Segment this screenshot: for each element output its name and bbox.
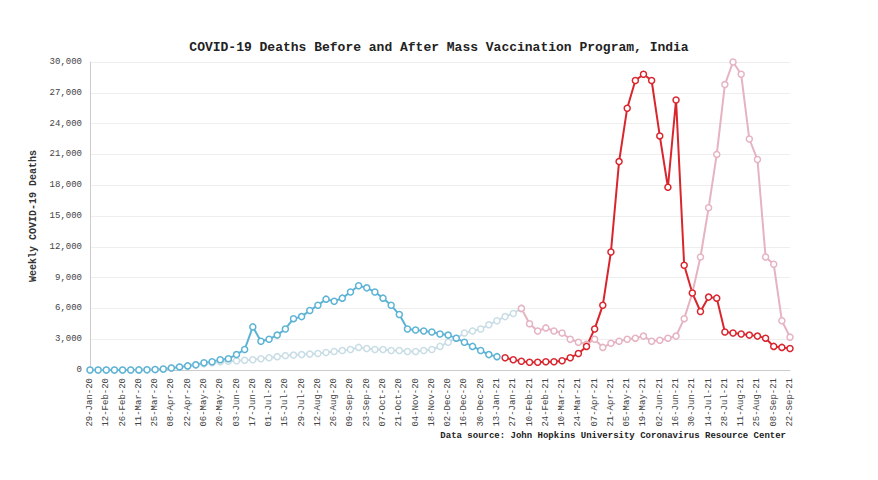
svg-text:23-Sep-20: 23-Sep-20 xyxy=(362,378,372,427)
svg-text:27,000: 27,000 xyxy=(50,88,82,98)
svg-text:24,000: 24,000 xyxy=(50,119,82,129)
svg-text:08-Apr-20: 08-Apr-20 xyxy=(166,378,176,427)
svg-text:02-Dec-20: 02-Dec-20 xyxy=(443,378,453,427)
svg-text:25-Mar-20: 25-Mar-20 xyxy=(150,378,160,427)
svg-text:Weekly COVID-19 Deaths: Weekly COVID-19 Deaths xyxy=(28,150,39,282)
svg-text:01-Jul-20: 01-Jul-20 xyxy=(264,378,274,427)
svg-text:19-May-21: 19-May-21 xyxy=(638,378,648,427)
svg-text:9,000: 9,000 xyxy=(55,273,82,283)
svg-text:17-Jun-20: 17-Jun-20 xyxy=(248,378,258,427)
svg-text:29-Jul-20: 29-Jul-20 xyxy=(297,378,307,427)
svg-text:10-Mar-21: 10-Mar-21 xyxy=(557,378,567,427)
svg-text:12,000: 12,000 xyxy=(50,242,82,252)
svg-text:21-Apr-21: 21-Apr-21 xyxy=(606,378,616,427)
svg-text:07-Oct-20: 07-Oct-20 xyxy=(378,378,388,427)
svg-text:30-Jun-21: 30-Jun-21 xyxy=(687,378,697,427)
svg-text:29-Jan-20: 29-Jan-20 xyxy=(85,378,95,427)
svg-text:16-Dec-20: 16-Dec-20 xyxy=(459,378,469,427)
svg-text:30-Dec-20: 30-Dec-20 xyxy=(476,378,486,427)
svg-text:06-May-20: 06-May-20 xyxy=(199,378,209,427)
svg-text:26-Aug-20: 26-Aug-20 xyxy=(329,378,339,427)
svg-text:13-Jan-21: 13-Jan-21 xyxy=(492,378,502,427)
svg-text:Data source: John Hopkins Univ: Data source: John Hopkins University Cor… xyxy=(440,431,786,441)
svg-text:16-Jun-21: 16-Jun-21 xyxy=(671,378,681,427)
svg-text:22-Apr-20: 22-Apr-20 xyxy=(183,378,193,427)
svg-text:6,000: 6,000 xyxy=(55,303,82,313)
svg-text:3,000: 3,000 xyxy=(55,334,82,344)
svg-text:03-Jun-20: 03-Jun-20 xyxy=(232,378,242,427)
svg-text:11-Mar-20: 11-Mar-20 xyxy=(134,378,144,427)
svg-text:12-Aug-20: 12-Aug-20 xyxy=(313,378,323,427)
svg-text:09-Sep-20: 09-Sep-20 xyxy=(345,378,355,427)
svg-text:10-Feb-21: 10-Feb-21 xyxy=(525,378,535,427)
svg-text:24-Mar-21: 24-Mar-21 xyxy=(573,378,583,427)
svg-text:04-Nov-20: 04-Nov-20 xyxy=(411,378,421,427)
svg-text:21-Oct-20: 21-Oct-20 xyxy=(394,378,404,427)
svg-text:05-May-21: 05-May-21 xyxy=(622,378,632,427)
svg-text:28-Jul-21: 28-Jul-21 xyxy=(720,378,730,427)
svg-text:25-Aug-21: 25-Aug-21 xyxy=(752,378,762,427)
svg-text:26-Feb-20: 26-Feb-20 xyxy=(118,378,128,427)
svg-text:20-May-20: 20-May-20 xyxy=(215,378,225,427)
svg-text:08-Sep-21: 08-Sep-21 xyxy=(769,378,779,427)
svg-text:22-Sep-21: 22-Sep-21 xyxy=(785,378,795,427)
svg-text:24-Feb-21: 24-Feb-21 xyxy=(541,378,551,427)
svg-text:30,000: 30,000 xyxy=(50,57,82,67)
svg-text:07-Apr-21: 07-Apr-21 xyxy=(590,378,600,427)
svg-text:21,000: 21,000 xyxy=(50,149,82,159)
svg-text:12-Feb-20: 12-Feb-20 xyxy=(101,378,111,427)
svg-text:0: 0 xyxy=(77,365,82,375)
svg-text:11-Aug-21: 11-Aug-21 xyxy=(736,378,746,427)
svg-text:15,000: 15,000 xyxy=(50,211,82,221)
svg-text:14-Jul-21: 14-Jul-21 xyxy=(704,378,714,427)
svg-text:18-Nov-20: 18-Nov-20 xyxy=(427,378,437,427)
svg-text:15-Jul-20: 15-Jul-20 xyxy=(280,378,290,427)
svg-text:18,000: 18,000 xyxy=(50,180,82,190)
svg-text:27-Jan-21: 27-Jan-21 xyxy=(508,378,518,427)
svg-text:COVID-19 Deaths Before and Aft: COVID-19 Deaths Before and After Mass Va… xyxy=(189,40,688,55)
svg-text:02-Jun-21: 02-Jun-21 xyxy=(655,378,665,427)
